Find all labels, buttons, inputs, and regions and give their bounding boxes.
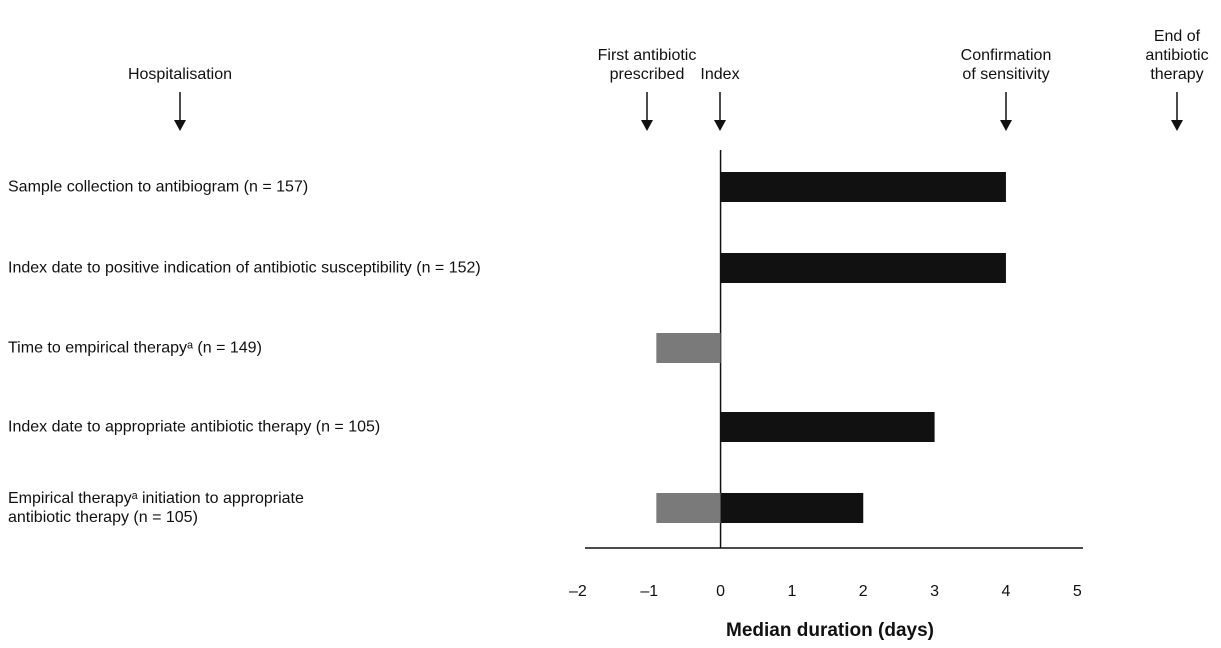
category-label: Sample collection to antibiogram (n = 15… [8,178,309,196]
category-label: Index date to positive indication of ant… [8,259,481,277]
x-tick-label: –1 [640,583,658,600]
arrow-head [174,120,186,131]
arrow-head [641,120,653,131]
annotation: Hospitalisation [127,66,233,83]
bar [720,412,935,442]
arrow-head [1000,120,1012,131]
x-tick-label: –2 [569,583,587,600]
bar [720,253,1006,283]
x-tick-label: 1 [787,583,796,600]
x-tick-label: 2 [859,583,868,600]
annotation: Confirmation of sensitivity [960,47,1052,83]
bar [720,172,1006,202]
x-tick-label: 0 [716,583,725,600]
annotation: First antibiotic prescribed [597,47,697,83]
arrow-head [714,120,726,131]
x-tick-label: 3 [930,583,939,600]
bar [656,333,721,363]
bar [720,493,864,523]
x-tick-label: 5 [1073,583,1082,600]
category-label: Time to empirical therapyᵃ (n = 149) [8,339,262,357]
category-label: Empirical therapyᵃ initiation to appropr… [8,490,304,526]
category-label: Index date to appropriate antibiotic the… [8,418,381,436]
annotation: Index [700,66,740,83]
bar [656,493,721,523]
x-axis-label: Median duration (days) [726,620,934,641]
annotation: End of antibiotic therapy [1145,28,1209,83]
arrow-head [1171,120,1183,131]
x-tick-label: 4 [1001,583,1010,600]
